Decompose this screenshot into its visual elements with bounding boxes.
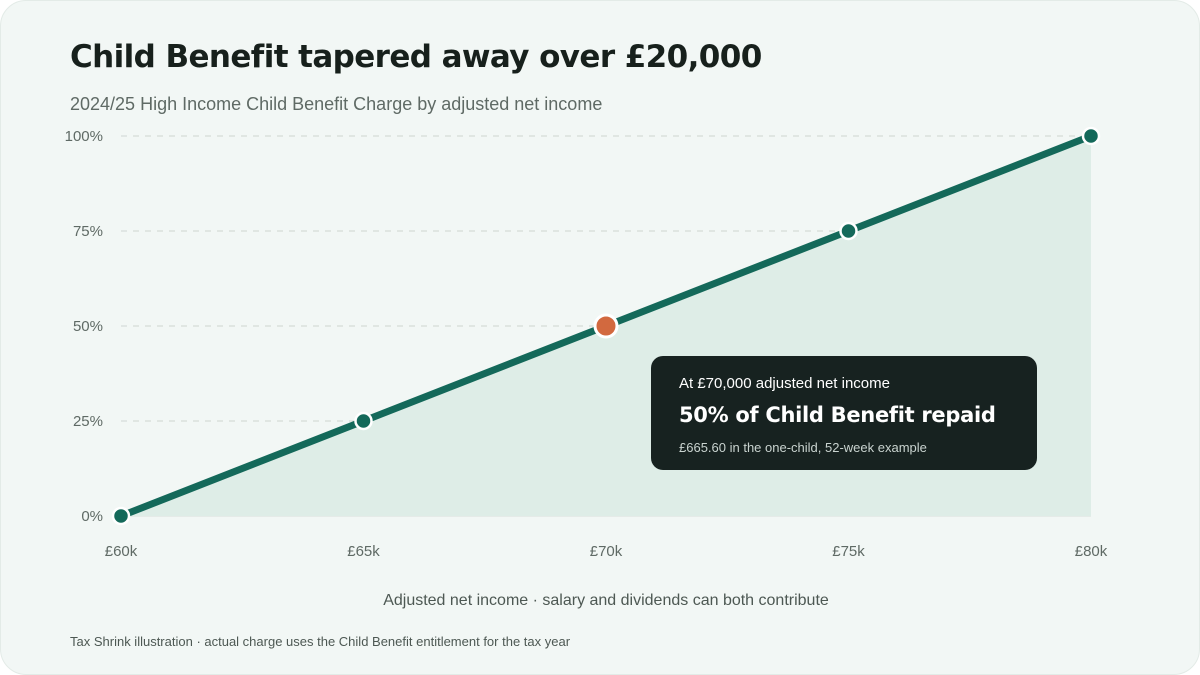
x-tick-label: £75k: [832, 543, 865, 560]
y-tick-label: 100%: [65, 128, 103, 145]
y-tick-label: 25%: [73, 413, 103, 430]
highlight-point: [593, 313, 619, 339]
x-tick-label: £80k: [1075, 543, 1108, 560]
y-tick-label: 50%: [73, 318, 103, 335]
footnote: Tax Shrink illustration · actual charge …: [70, 634, 571, 649]
chart-subtitle: 2024/25 High Income Child Benefit Charge…: [70, 94, 603, 114]
x-tick-label: £60k: [105, 543, 138, 560]
x-axis-label: Adjusted net income · salary and dividen…: [383, 592, 829, 609]
data-point: [839, 221, 858, 241]
y-tick-label: 75%: [73, 223, 103, 240]
callout-repaid-text: 50% of Child Benefit repaid: [679, 403, 996, 427]
callout-example-text: £665.60 in the one-child, 52-week exampl…: [679, 440, 927, 455]
chart-title: Child Benefit tapered away over £20,000: [70, 39, 762, 75]
highlight-callout: At £70,000 adjusted net income 50% of Ch…: [651, 356, 1037, 470]
data-point: [354, 411, 373, 431]
x-tick-label: £70k: [590, 543, 623, 560]
data-point: [1081, 126, 1101, 146]
data-point: [111, 506, 131, 526]
callout-income-text: At £70,000 adjusted net income: [679, 375, 890, 392]
x-tick-label: £65k: [347, 543, 380, 560]
y-tick-label: 0%: [81, 508, 103, 525]
